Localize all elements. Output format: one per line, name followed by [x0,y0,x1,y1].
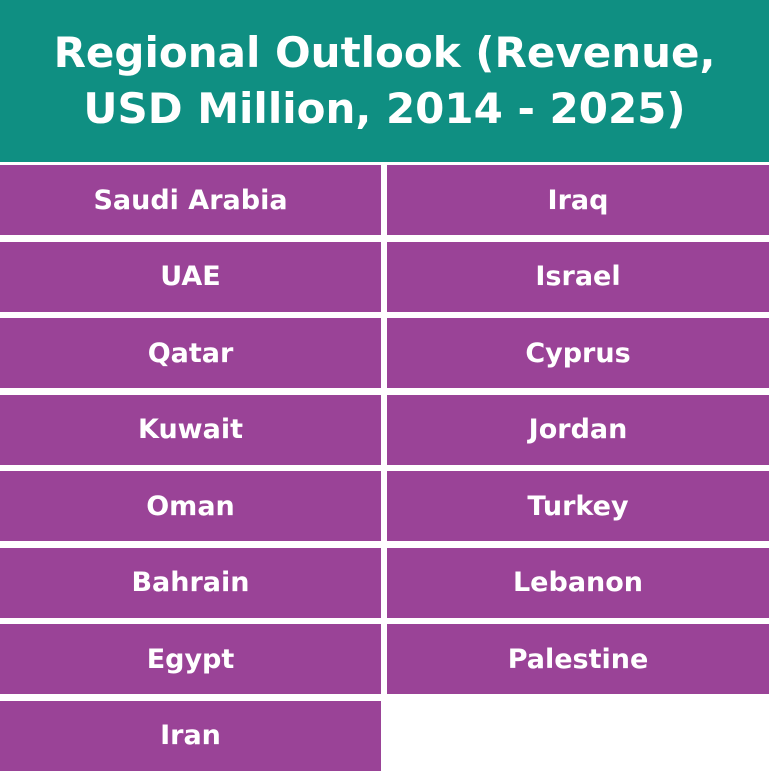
region-cell: Palestine [387,624,769,694]
region-cell: Lebanon [387,547,769,618]
region-cell: Bahrain [0,547,381,618]
region-cell: Saudi Arabia [0,165,381,235]
region-cell: Cyprus [387,318,769,388]
region-cell: Qatar [0,318,381,388]
region-cell: Jordan [387,394,769,465]
region-cell: Oman [0,471,381,541]
region-cell: Kuwait [0,394,381,465]
title: Regional Outlook (Revenue, USD Million, … [53,28,716,133]
region-cell: Iran [0,700,381,771]
header: Regional Outlook (Revenue, USD Million, … [0,0,769,162]
region-cell: UAE [0,241,381,312]
region-cell: Egypt [0,624,381,694]
region-cell: Israel [387,241,769,312]
region-cell: Turkey [387,471,769,541]
region-cell: Iraq [387,165,769,235]
